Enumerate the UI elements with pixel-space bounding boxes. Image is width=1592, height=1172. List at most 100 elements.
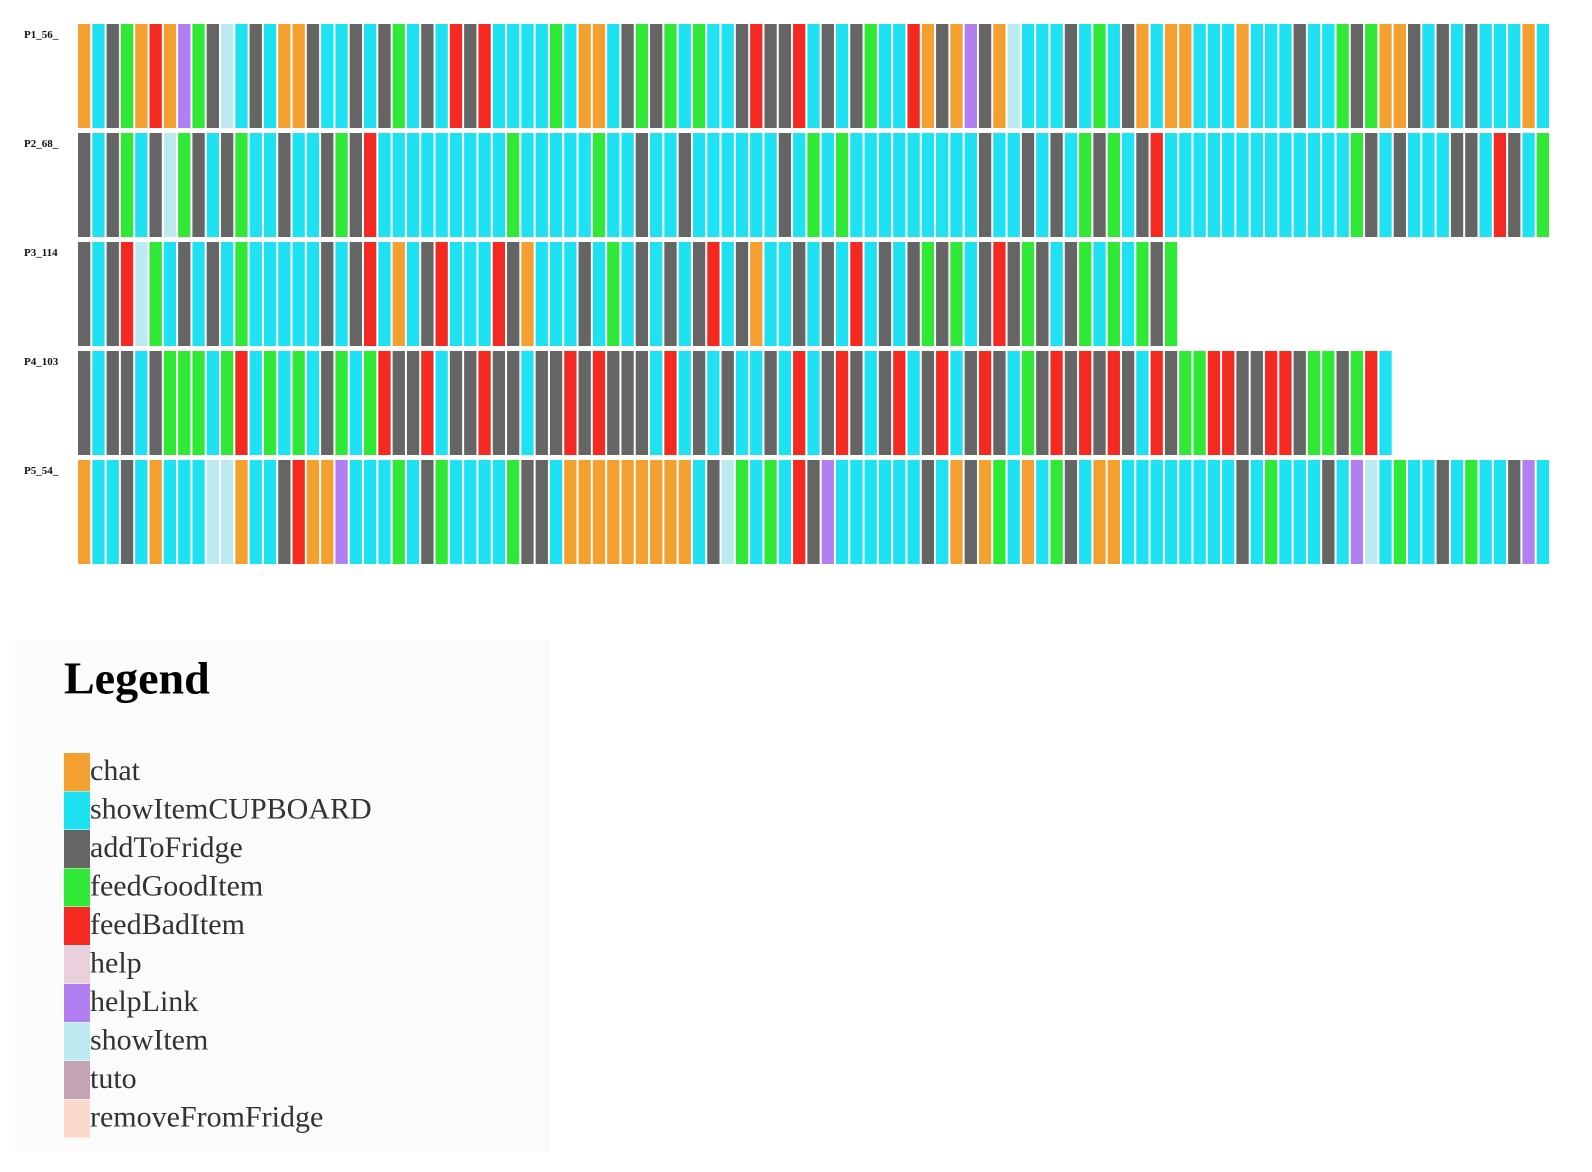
event-cell [449, 242, 463, 346]
event-cell [249, 460, 262, 564]
event-cell [850, 24, 863, 128]
event-cell [778, 133, 792, 237]
event-cell [392, 133, 405, 237]
event-cell [78, 133, 91, 237]
event-cell [1021, 460, 1035, 564]
event-cell [163, 133, 177, 237]
event-cell [464, 242, 477, 346]
event-cell [1064, 133, 1078, 237]
event-cell [192, 133, 205, 237]
event-cell [1407, 24, 1421, 128]
event-cell [1036, 242, 1049, 346]
event-cell [321, 133, 334, 237]
event-cell [1121, 133, 1135, 237]
event-cell [163, 242, 177, 346]
event-cell [1050, 242, 1063, 346]
event-cell [206, 242, 220, 346]
event-cell [1121, 460, 1135, 564]
event-cell [1079, 24, 1092, 128]
event-cell [1522, 460, 1535, 564]
event-cell [221, 133, 234, 237]
event-cell [864, 351, 877, 455]
event-cell [907, 351, 920, 455]
event-cell [263, 351, 277, 455]
event-cell [249, 133, 262, 237]
event-cell [821, 242, 834, 346]
event-cell [621, 351, 634, 455]
event-cell [1093, 242, 1106, 346]
event-cell [878, 460, 892, 564]
event-cell [1293, 460, 1306, 564]
event-cell [1307, 24, 1321, 128]
event-cell [650, 460, 663, 564]
event-cell [893, 133, 906, 237]
event-cell [235, 460, 248, 564]
event-cell [707, 133, 720, 237]
event-cell [78, 24, 91, 128]
event-cell [993, 460, 1006, 564]
event-cell [1107, 460, 1120, 564]
event-cell [1136, 24, 1149, 128]
event-cell [735, 133, 749, 237]
event-cell [807, 351, 820, 455]
event-cell [835, 24, 849, 128]
event-cell [707, 351, 720, 455]
event-cell [807, 133, 820, 237]
row-label: P1_56_ [24, 29, 59, 41]
legend-label: tuto [90, 1062, 137, 1095]
event-cell [1493, 133, 1507, 237]
event-cell [1264, 351, 1278, 455]
event-cell [564, 351, 577, 455]
event-cell [1222, 460, 1235, 564]
event-cell [1322, 351, 1335, 455]
event-cell [492, 242, 506, 346]
event-cell [578, 351, 591, 455]
event-cell [978, 351, 992, 455]
event-cell [793, 242, 806, 346]
event-cell [993, 351, 1006, 455]
event-cell [349, 24, 363, 128]
event-cell [850, 460, 863, 564]
event-cell [592, 351, 606, 455]
event-cell [364, 133, 377, 237]
event-cell [235, 133, 248, 237]
event-cell [1193, 133, 1206, 237]
event-cell [135, 460, 148, 564]
event-cell [1493, 24, 1507, 128]
event-cell [821, 460, 834, 564]
event-cell [221, 242, 234, 346]
event-cell [549, 351, 563, 455]
event-cell [721, 24, 734, 128]
event-cell [149, 133, 162, 237]
legend-title: Legend [64, 653, 210, 704]
event-cell [135, 133, 148, 237]
event-cell [1164, 460, 1178, 564]
event-cell [1465, 460, 1478, 564]
event-cell [1293, 133, 1306, 237]
event-cell [1465, 133, 1478, 237]
event-cell [1036, 133, 1049, 237]
event-cell [978, 460, 992, 564]
event-cell [1007, 133, 1020, 237]
legend-swatch [64, 830, 90, 868]
event-cell [1036, 460, 1049, 564]
event-cell [793, 133, 806, 237]
event-cell [1393, 460, 1406, 564]
event-cell [192, 351, 205, 455]
event-cell [178, 242, 191, 346]
event-cell [950, 133, 963, 237]
event-cell [349, 351, 363, 455]
event-cell [921, 24, 935, 128]
legend-swatch [64, 1061, 90, 1099]
event-cell [1150, 460, 1163, 564]
event-cell [1279, 460, 1292, 564]
event-cell [1336, 351, 1349, 455]
event-cell [92, 242, 105, 346]
event-cell [392, 242, 405, 346]
event-cell [1179, 133, 1192, 237]
event-cell [821, 133, 834, 237]
event-cell [1479, 460, 1492, 564]
event-cell [864, 24, 877, 128]
event-cell [120, 133, 134, 237]
